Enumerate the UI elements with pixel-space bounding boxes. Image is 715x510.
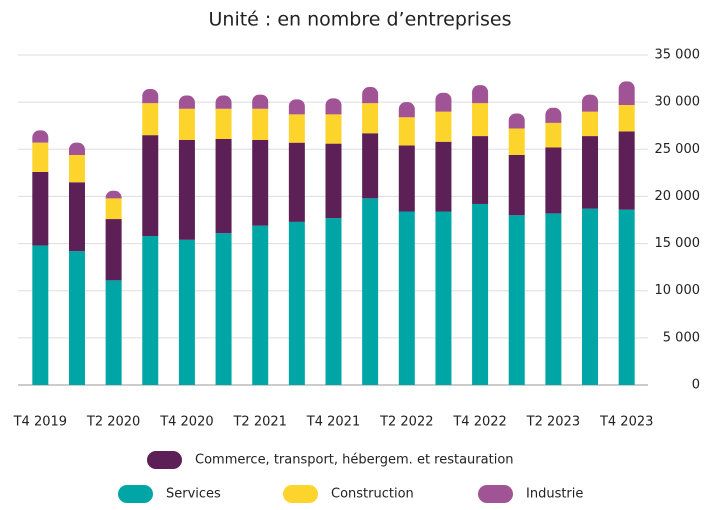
y-tick-label: 25 000 bbox=[655, 142, 701, 157]
x-tick-label: T4 2020 bbox=[159, 415, 213, 430]
y-tick-label: 30 000 bbox=[655, 95, 701, 110]
bar-segment bbox=[325, 98, 342, 115]
bar-segment bbox=[68, 142, 85, 155]
legend-swatch bbox=[283, 485, 318, 503]
bar-segment bbox=[142, 88, 159, 104]
bar-segment bbox=[472, 136, 489, 204]
bar-segment bbox=[618, 104, 635, 132]
bar-segment bbox=[435, 92, 452, 112]
bar-segment bbox=[618, 81, 635, 105]
bar-segment bbox=[32, 171, 49, 246]
bar-segment bbox=[215, 138, 232, 234]
bar-segment bbox=[398, 102, 415, 118]
bar-segment bbox=[582, 94, 599, 112]
bar-segment bbox=[508, 128, 525, 155]
bar-segment bbox=[545, 107, 562, 123]
bar-segment bbox=[362, 103, 379, 134]
bar-segment bbox=[32, 245, 49, 385]
bar-segment bbox=[508, 215, 525, 385]
legend-swatch bbox=[118, 485, 153, 503]
legend-swatch bbox=[478, 485, 513, 503]
bar-segment bbox=[105, 198, 122, 220]
y-tick-label: 35 000 bbox=[655, 48, 701, 63]
bar-segment bbox=[435, 211, 452, 385]
bar-segment bbox=[435, 141, 452, 212]
bar-segment bbox=[178, 95, 195, 109]
bar-segment bbox=[32, 142, 49, 172]
bar-segment bbox=[215, 108, 232, 139]
bar-segment bbox=[545, 147, 562, 214]
bar-segment bbox=[618, 131, 635, 210]
x-tick-label: T4 2021 bbox=[306, 415, 360, 430]
bar-segment bbox=[142, 236, 159, 385]
bar-segment bbox=[582, 208, 599, 385]
bar-segment bbox=[435, 111, 452, 142]
bar-segment bbox=[362, 198, 379, 385]
x-tick-label: T4 2023 bbox=[599, 415, 653, 430]
bar-segment bbox=[215, 95, 232, 109]
bar-segment bbox=[252, 225, 269, 385]
bar-segment bbox=[398, 145, 415, 212]
bar-segment bbox=[32, 130, 49, 143]
x-tick-label: T2 2022 bbox=[379, 415, 433, 430]
bar-segment bbox=[472, 85, 489, 104]
bar-segment bbox=[288, 99, 305, 115]
bar-segment bbox=[325, 218, 342, 385]
bar-segment bbox=[545, 213, 562, 385]
y-tick-label: 10 000 bbox=[655, 283, 701, 298]
bar-segment bbox=[545, 122, 562, 148]
bar-segment bbox=[288, 142, 305, 222]
bar-segment bbox=[142, 135, 159, 237]
x-tick-label: T4 2019 bbox=[13, 415, 67, 430]
bar-segment bbox=[398, 117, 415, 146]
bar-segment bbox=[178, 239, 195, 385]
bar-segment bbox=[288, 221, 305, 385]
bar-segment bbox=[68, 154, 85, 183]
x-tick-label: T2 2021 bbox=[232, 415, 286, 430]
legend-label: Commerce, transport, hébergem. et restau… bbox=[195, 453, 514, 468]
bar-segment bbox=[288, 114, 305, 143]
y-tick-label: 5 000 bbox=[663, 330, 700, 345]
bar-segment bbox=[105, 280, 122, 385]
bar-segment bbox=[178, 108, 195, 140]
bar-segment bbox=[362, 87, 379, 104]
bar-segment bbox=[215, 233, 232, 385]
bar-segment bbox=[68, 251, 85, 385]
bar-segment bbox=[508, 154, 525, 216]
bar-segment bbox=[362, 133, 379, 199]
bar-segment bbox=[325, 114, 342, 144]
bar-segment bbox=[252, 94, 269, 109]
bar-segment bbox=[508, 113, 525, 129]
bar-segment bbox=[178, 139, 195, 240]
bar-segment bbox=[325, 143, 342, 219]
legend-swatch bbox=[147, 451, 182, 469]
legend-label: Services bbox=[166, 487, 221, 502]
bar-segment bbox=[68, 182, 85, 252]
x-tick-label: T2 2023 bbox=[526, 415, 580, 430]
x-tick-label: T4 2022 bbox=[452, 415, 506, 430]
bar-segment bbox=[472, 203, 489, 385]
bar-segment bbox=[252, 139, 269, 226]
legend-label: Industrie bbox=[526, 487, 583, 502]
bar-segment bbox=[252, 108, 269, 140]
y-tick-label: 0 bbox=[692, 378, 700, 393]
bar-segment bbox=[105, 190, 122, 199]
bar-segment bbox=[582, 111, 599, 137]
bar-segment bbox=[142, 103, 159, 136]
bar-segment bbox=[582, 136, 599, 209]
bar-segment bbox=[472, 103, 489, 137]
y-tick-label: 15 000 bbox=[655, 236, 701, 251]
y-tick-label: 20 000 bbox=[655, 189, 701, 204]
bar-segment bbox=[618, 209, 635, 385]
legend-label: Construction bbox=[331, 487, 414, 502]
bar-segment bbox=[105, 219, 122, 281]
bar-segment bbox=[398, 211, 415, 385]
chart-title: Unité : en nombre d’entreprises bbox=[209, 9, 512, 31]
x-tick-label: T2 2020 bbox=[86, 415, 140, 430]
